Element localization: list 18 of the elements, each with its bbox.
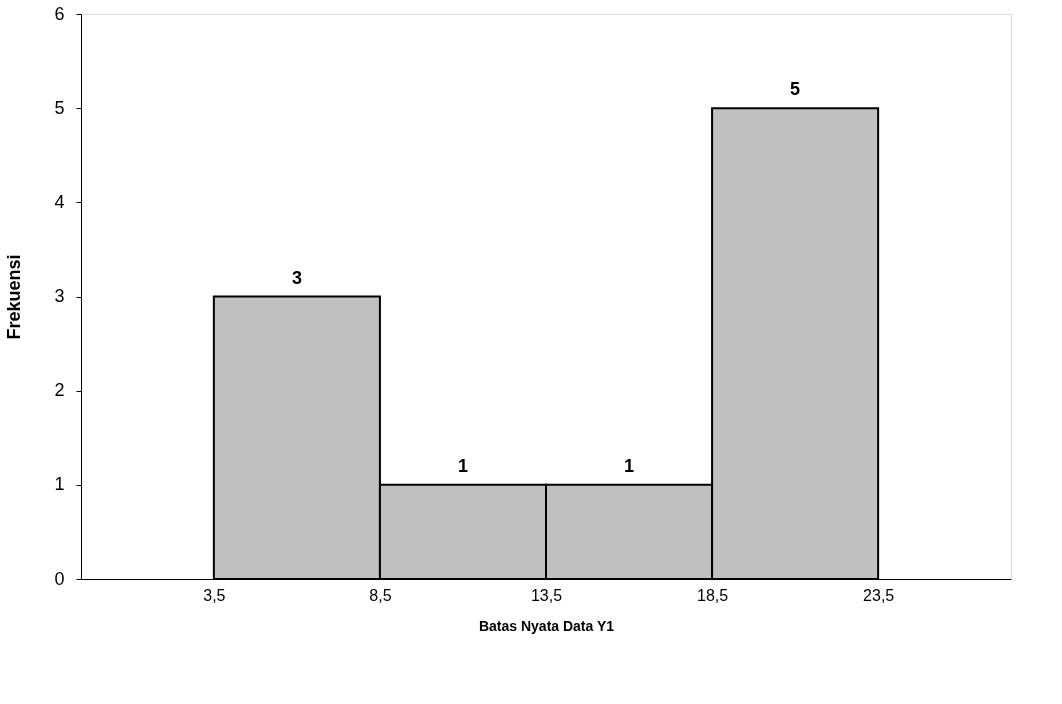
x-tick-label: 23,5 [863, 586, 895, 604]
y-tick-label: 6 [54, 3, 65, 24]
y-tick-label: 4 [54, 191, 65, 212]
data-label: 5 [790, 79, 801, 100]
data-label: 1 [624, 455, 635, 476]
x-tick-label: 13,5 [530, 586, 563, 604]
y-axis-title: Frekuensi [4, 254, 25, 340]
data-label: 3 [291, 267, 302, 288]
y-tick-label: 2 [54, 380, 65, 401]
data-label: 1 [457, 455, 468, 476]
x-tick-label: 18,5 [697, 586, 729, 604]
y-tick-label: 3 [54, 286, 65, 306]
x-tick-label: 3,5 [203, 586, 226, 604]
x-tick-label: 8,5 [369, 586, 392, 604]
y-tick-label: 1 [54, 474, 65, 495]
y-tick-label: 5 [54, 97, 65, 118]
y-tick-label: 0 [54, 568, 65, 589]
x-axis-title: Batas Nyata Data Y1 [478, 617, 615, 634]
